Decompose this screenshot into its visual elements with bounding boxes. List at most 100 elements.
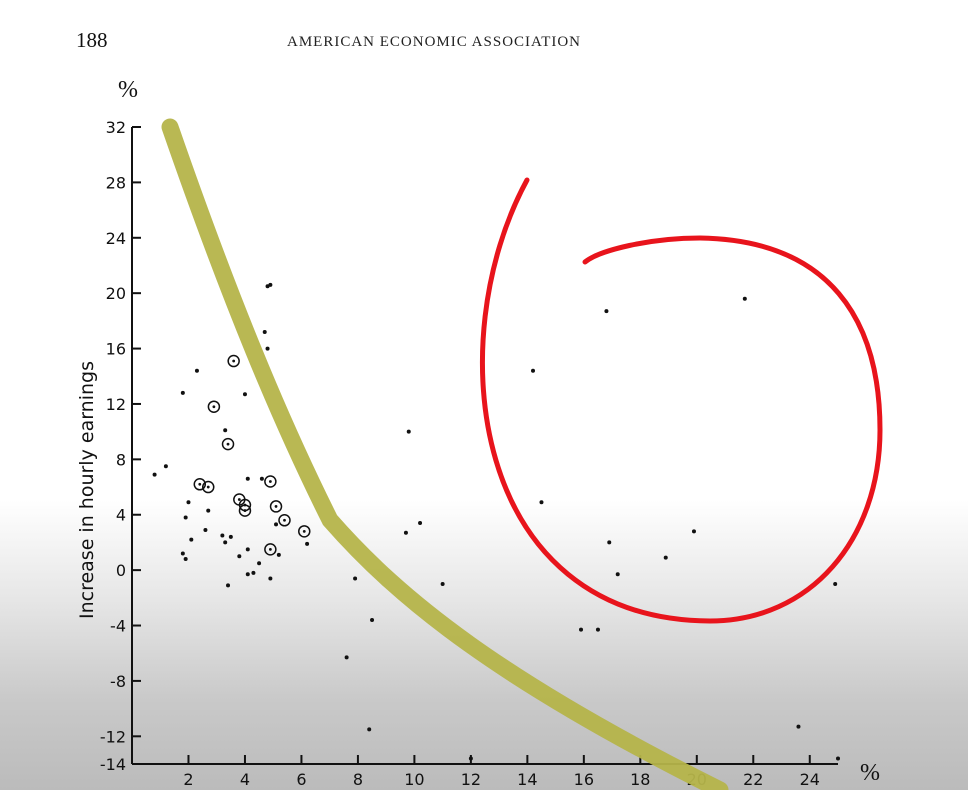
data-point	[152, 472, 157, 477]
data-point	[403, 530, 408, 535]
axes	[131, 127, 838, 765]
x-tick-label: 16	[574, 770, 594, 789]
data-point	[262, 329, 267, 334]
y-tick-label: 0	[116, 561, 126, 580]
data-point	[268, 282, 273, 287]
x-tick-label: 2	[183, 770, 193, 789]
data-point	[180, 390, 185, 395]
y-tick-label: 28	[106, 173, 126, 192]
data-point	[265, 346, 270, 351]
data-point	[223, 428, 228, 433]
data-point	[604, 309, 609, 314]
page-number: 188	[76, 28, 108, 52]
data-point	[220, 533, 225, 538]
data-point	[242, 392, 247, 397]
data-point	[223, 540, 228, 545]
x-tick-label: 10	[404, 770, 424, 789]
data-point	[344, 655, 349, 660]
data-point	[615, 572, 620, 577]
x-tick-label: 18	[630, 770, 650, 789]
running-title: AMERICAN ECONOMIC ASSOCIATION	[287, 34, 582, 50]
data-point	[245, 547, 250, 552]
circled-data-point	[207, 400, 221, 413]
data-point	[245, 476, 250, 481]
data-point	[663, 555, 668, 560]
data-point	[440, 581, 445, 586]
y-tick-label: 16	[106, 340, 126, 359]
y-tick-label: 8	[116, 450, 126, 469]
circled-data-point	[264, 543, 277, 556]
data-point	[531, 368, 536, 373]
circled-data-point	[298, 525, 311, 538]
data-points	[152, 282, 840, 761]
circled-data-point	[227, 354, 240, 368]
data-point	[206, 508, 211, 513]
data-point	[607, 540, 612, 545]
page-header: 188 AMERICAN ECONOMIC ASSOCIATION	[0, 0, 968, 70]
data-point	[539, 500, 544, 505]
data-point	[305, 541, 310, 546]
y-ticks: 32 28 24 20 16 12 8 4 0 -4 -8 -12 -14	[100, 118, 141, 774]
data-point	[180, 551, 185, 556]
data-point	[183, 557, 188, 562]
data-point	[579, 627, 584, 632]
data-point	[259, 476, 264, 481]
data-point	[353, 576, 358, 581]
data-point	[833, 581, 838, 586]
circled-data-point	[264, 475, 277, 488]
x-unit-label: %	[860, 760, 880, 786]
data-point	[418, 521, 423, 526]
circled-data-point	[238, 504, 252, 517]
circled-data-point	[201, 480, 215, 494]
circled-data-point	[221, 437, 235, 451]
y-tick-label: -14	[100, 755, 126, 774]
green-annotation-curve	[161, 118, 729, 790]
y-tick-label: 20	[106, 284, 126, 303]
data-point	[226, 583, 231, 588]
data-point	[251, 570, 256, 575]
y-unit-label: %	[118, 77, 138, 103]
data-point	[796, 724, 801, 729]
data-point	[370, 617, 375, 622]
x-tick-label: 24	[800, 770, 820, 789]
y-tick-label: 24	[106, 229, 126, 248]
data-point	[468, 756, 473, 761]
y-tick-label: 4	[116, 506, 126, 525]
y-tick-label: -12	[100, 727, 126, 746]
x-tick-label: 6	[296, 770, 306, 789]
data-point	[163, 464, 168, 469]
data-point	[836, 756, 840, 761]
data-point	[245, 572, 250, 577]
x-tick-label: 4	[240, 770, 250, 789]
annotations	[161, 118, 883, 790]
circled-data-point	[193, 478, 207, 491]
data-point	[203, 527, 208, 532]
data-point	[237, 554, 242, 559]
data-point	[691, 529, 696, 534]
data-point	[194, 368, 199, 373]
y-tick-label: 12	[106, 395, 126, 414]
y-tick-label: 32	[106, 118, 126, 137]
data-point	[183, 515, 188, 520]
y-tick-label: -8	[110, 672, 126, 691]
data-point	[257, 561, 262, 566]
x-tick-label: 8	[353, 770, 363, 789]
data-point	[367, 727, 372, 732]
y-tick-label: -4	[110, 617, 126, 636]
data-point	[189, 537, 194, 542]
data-point	[742, 296, 747, 301]
x-tick-label: 12	[461, 770, 481, 789]
data-point	[228, 534, 233, 539]
data-point	[186, 500, 191, 505]
circled-data-point	[269, 500, 283, 513]
data-point	[268, 576, 273, 581]
data-point	[595, 627, 600, 632]
data-point	[406, 429, 411, 434]
circled-data-point	[278, 514, 291, 527]
red-annotation-spiral	[479, 177, 883, 624]
y-axis-title: Increase in hourly earnings	[76, 361, 98, 619]
data-point	[276, 552, 281, 557]
x-tick-label: 22	[743, 770, 763, 789]
x-tick-label: 14	[517, 770, 537, 789]
